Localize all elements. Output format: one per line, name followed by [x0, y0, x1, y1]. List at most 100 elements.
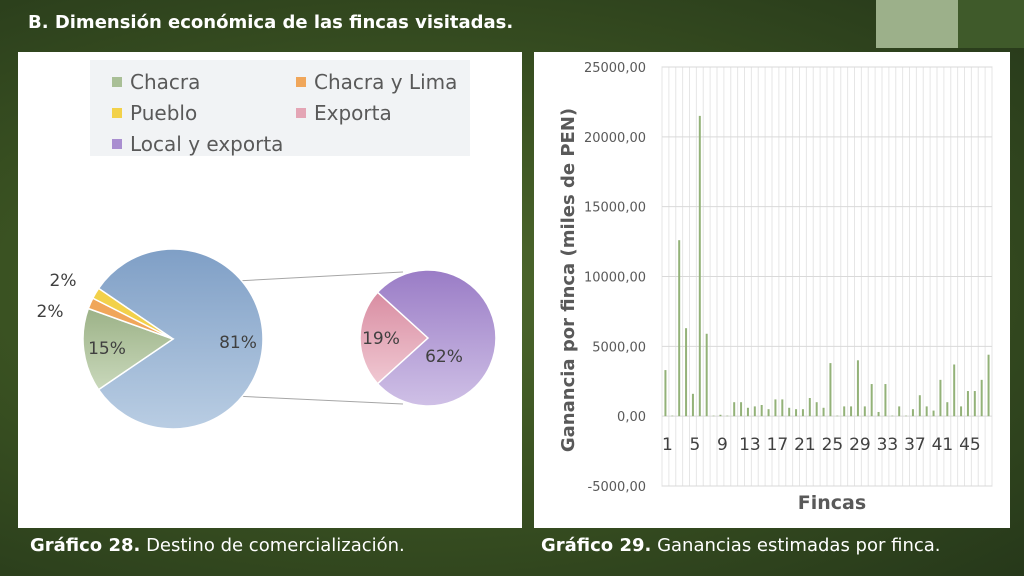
pie-slice-pueblo — [91, 287, 174, 340]
bar-finca-10 — [726, 415, 729, 417]
y-tick-label: -5000,00 — [588, 480, 646, 495]
x-axis-title: Fincas — [798, 492, 866, 514]
bar-finca-12 — [740, 402, 743, 417]
bar-finca-34 — [891, 415, 894, 417]
x-tick-label: 29 — [849, 435, 871, 455]
bar-finca-31 — [870, 384, 873, 417]
bar-finca-36 — [905, 415, 908, 417]
bar-finca-26 — [836, 415, 839, 417]
x-tick-label: 17 — [767, 435, 789, 455]
caption-text: Destino de comercialización. — [140, 535, 405, 556]
pie-legend: Chacra Chacra y Lima Pueblo Exporta Loca… — [90, 60, 470, 156]
bar-finca-45 — [966, 391, 969, 417]
bar-finca-8 — [712, 415, 715, 417]
y-tick-label: 25000,00 — [584, 61, 646, 76]
legend-swatch — [112, 108, 122, 118]
x-tick-label: 5 — [690, 435, 701, 455]
legend-label: Pueblo — [130, 101, 198, 125]
pie-slice-chacra — [82, 307, 175, 391]
y-tick-label: 20000,00 — [584, 131, 646, 146]
bar-finca-4 — [685, 328, 688, 417]
bar-finca-21 — [801, 409, 804, 417]
pie-slice-otros — [97, 248, 264, 430]
legend-label: Chacra y Lima — [314, 70, 458, 94]
x-tick-label: 9 — [717, 435, 728, 455]
x-tick-label: 21 — [794, 435, 816, 455]
x-tick-label: 33 — [877, 435, 899, 455]
data-label-pueblo: 2% — [37, 302, 64, 322]
bar-finca-5 — [691, 393, 694, 417]
bar-finca-43 — [953, 364, 956, 417]
bar-finca-3 — [678, 240, 681, 417]
caption-number: Gráfico 28. — [30, 535, 141, 556]
decorative-block-dark — [958, 0, 1024, 48]
bar-finca-24 — [822, 407, 825, 417]
data-label-otros: 81% — [219, 333, 257, 353]
bar-finca-20 — [795, 409, 798, 417]
bar-finca-9 — [719, 414, 722, 417]
y-tick-label: 15000,00 — [584, 201, 646, 216]
bar-finca-7 — [705, 333, 708, 417]
caption-chart-29: Gráfico 29. Ganancias estimadas por finc… — [541, 535, 941, 556]
bar-finca-28 — [850, 406, 853, 417]
bar-finca-27 — [843, 406, 846, 417]
x-tick-label: 41 — [932, 435, 954, 455]
caption-chart-28: Gráfico 28. Destino de comercialización. — [30, 535, 405, 556]
bar-finca-30 — [863, 406, 866, 417]
bar-finca-37 — [911, 409, 914, 417]
legend-item-pueblo: Pueblo — [112, 101, 197, 125]
legend-label: Chacra — [130, 70, 201, 94]
bar-chart-panel: -5000,00 0,00 5000,00 10000,00 15000,00 20000… — [534, 52, 1010, 528]
slide-title: B. Dimensión económica de las fincas vis… — [28, 12, 514, 33]
legend-swatch — [112, 77, 122, 87]
x-tick-label: 37 — [904, 435, 926, 455]
x-tick-label: 1 — [662, 435, 673, 455]
bar-finca-18 — [781, 399, 784, 417]
legend-item-chacra: Chacra — [112, 70, 200, 94]
y-tick-label: 5000,00 — [592, 340, 646, 355]
legend-swatch — [296, 108, 306, 118]
decorative-block — [876, 0, 958, 48]
bar-finca-14 — [753, 406, 756, 417]
bar-finca-41 — [939, 379, 942, 417]
bar-finca-29 — [856, 360, 859, 417]
bar-finca-19 — [788, 407, 791, 417]
legend-label: Exporta — [314, 101, 392, 125]
bar-finca-39 — [925, 406, 928, 417]
y-axis-title: Ganancia por finca (miles de PEN) — [558, 108, 579, 452]
caption-text: Ganancias estimadas por finca. — [651, 535, 941, 556]
bar-finca-40 — [932, 410, 935, 417]
data-label-exporta: 19% — [362, 329, 400, 349]
bar-chart: -5000,00 0,00 5000,00 10000,00 15000,00 20000… — [558, 61, 993, 514]
bar-finca-25 — [829, 363, 832, 417]
bar-finca-48 — [987, 354, 990, 417]
x-tick-label: 25 — [822, 435, 844, 455]
pie-slice-local-y-exporta — [376, 269, 497, 407]
bar-finca-22 — [808, 398, 811, 417]
y-tick-label: 0,00 — [617, 410, 646, 425]
legend-swatch — [112, 139, 122, 149]
x-tick-label: 45 — [959, 435, 981, 455]
bar-finca-11 — [733, 402, 736, 417]
bar-finca-47 — [980, 379, 983, 417]
bar-finca-35 — [898, 406, 901, 417]
caption-number: Gráfico 29. — [541, 535, 652, 556]
bar-finca-1 — [664, 370, 667, 417]
bar-finca-42 — [946, 402, 949, 417]
bar-finca-38 — [918, 395, 921, 417]
pie-chart-panel: Chacra Chacra y Lima Pueblo Exporta Loca… — [18, 52, 522, 528]
bar-finca-15 — [760, 404, 763, 417]
bar-finca-44 — [960, 406, 963, 417]
bar-finca-16 — [767, 409, 770, 417]
x-tick-label: 13 — [739, 435, 761, 455]
legend-swatch — [296, 77, 306, 87]
legend-item-local-y-exporta: Local y exporta — [112, 132, 283, 156]
bar-finca-6 — [698, 115, 701, 417]
legend-label: Local y exporta — [130, 132, 284, 156]
pie-of-pie-chart: 81% 15% 2% 2% 19% 62% — [37, 248, 497, 430]
y-tick-label: 10000,00 — [584, 271, 646, 286]
bar-finca-13 — [746, 407, 749, 417]
legend-item-chacra-y-lima: Chacra y Lima — [296, 70, 457, 94]
bar-finca-46 — [973, 391, 976, 417]
legend-item-exporta: Exporta — [296, 101, 392, 125]
